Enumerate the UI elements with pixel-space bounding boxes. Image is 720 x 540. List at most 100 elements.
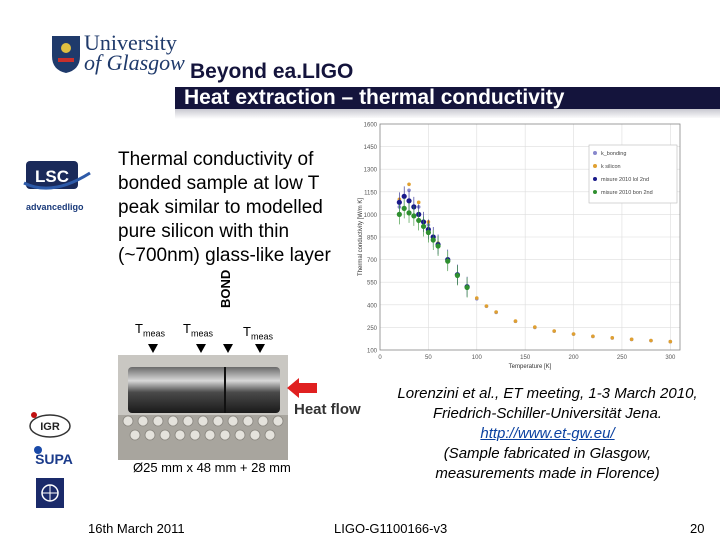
y-tick-label: 1150 [364, 190, 378, 196]
data-point [629, 337, 634, 342]
x-axis-label: Temperature [K] [509, 364, 552, 370]
x-tick-label: 200 [569, 355, 580, 361]
data-point [533, 325, 537, 329]
data-point [430, 237, 436, 243]
title-shadow [175, 109, 720, 119]
legend-box [588, 144, 678, 204]
legend-marker [593, 190, 597, 194]
footer-date: 16th March 2011 [88, 521, 185, 536]
legend-label: misure 2010 lol 2nd [601, 177, 649, 183]
reference-block: Lorenzini et al., ET meeting, 1-3 March … [385, 384, 710, 484]
heat-flow-label: Heat flow [294, 401, 361, 418]
thermal-conductivity-chart: 100 250 400 550 700 850 1000 1150 1300 1450 1600 0 5… [350, 118, 720, 370]
supa-logo: SUPA [34, 446, 73, 467]
description-text: Thermal conductivity of bonded sample at… [118, 148, 358, 268]
reference-line-2: Friedrich-Schiller-Universität Jena. [433, 405, 662, 422]
data-point [401, 205, 407, 211]
data-point [610, 335, 615, 340]
institute-emblem-icon [36, 478, 64, 508]
bond-label: BOND [218, 269, 233, 308]
data-point [445, 258, 451, 264]
sensor-marker-1 [148, 344, 158, 353]
reference-line-4: measurements made in Florence) [435, 465, 660, 482]
data-point [407, 188, 411, 193]
y-tick-label: 250 [367, 326, 378, 332]
data-point [474, 296, 479, 300]
description-line: bonded sample at low T [118, 173, 320, 194]
data-point [552, 329, 556, 333]
glasgow-crest-icon [52, 36, 80, 73]
data-point [454, 272, 461, 279]
y-tick-label: 850 [367, 236, 378, 242]
reference-line-3: (Sample fabricated in Glasgow, [443, 445, 652, 462]
lsc-logo: LSC [23, 161, 91, 190]
legend-label: misure 2010 bon 2nd [601, 190, 653, 196]
legend-marker [593, 164, 597, 168]
data-point [411, 213, 417, 219]
y-tick-label: 1600 [364, 123, 378, 129]
description-line: pure silicon with thin [118, 221, 290, 242]
svg-text:SUPA: SUPA [35, 451, 73, 467]
data-point [591, 334, 595, 339]
sensor-marker-bond [223, 344, 233, 353]
tmeas-label-2: Tmeas [183, 321, 213, 339]
data-point [406, 198, 412, 204]
y-tick-label: 1450 [364, 145, 378, 151]
chart-marks [396, 182, 673, 344]
data-point [571, 332, 576, 336]
data-point [416, 217, 422, 224]
sidebar: LSC advancedligo IGR SUPA [0, 0, 105, 540]
data-point [494, 310, 498, 314]
data-point [464, 284, 470, 291]
y-tick-label: 400 [367, 303, 378, 309]
legend-marker [593, 177, 597, 181]
x-tick-label: 50 [425, 355, 432, 361]
tmeas-label-3: Tmeas [243, 324, 273, 342]
sample-photo [118, 355, 288, 460]
sample-dimensions: Ø25 mm x 48 mm + 28 mm [133, 460, 291, 475]
reference-link[interactable]: http://www.et-gw.eu/ [480, 425, 615, 442]
data-point [401, 193, 407, 199]
page-number: 20 [690, 521, 705, 536]
footer-document-id: LIGO-G1100166-v3 [334, 521, 448, 536]
data-point [407, 182, 411, 187]
data-point [435, 243, 441, 249]
data-point [649, 338, 653, 343]
sensor-marker-2 [196, 344, 206, 353]
data-point [513, 319, 518, 323]
data-point [420, 223, 427, 230]
igr-logo: IGR [29, 412, 71, 438]
x-tick-label: 100 [472, 355, 483, 361]
sensor-marker-3 [255, 344, 265, 353]
legend-marker [593, 151, 597, 155]
data-point [425, 229, 431, 236]
y-tick-label: 1300 [364, 168, 378, 174]
data-point [668, 339, 673, 344]
reference-line-1: Lorenzini et al., ET meeting, 1-3 March … [397, 385, 698, 402]
description-line: Thermal conductivity of [118, 149, 314, 170]
logo-line-2: of Glasgow [84, 50, 185, 75]
y-tick-label: 550 [367, 281, 378, 287]
tmeas-label-1: Tmeas [135, 321, 165, 339]
description-line: (~700nm) glass-like layer [118, 245, 331, 266]
heat-flow-arrow-icon [287, 378, 317, 398]
data-point [406, 210, 412, 216]
university-logo-text: University of Glasgow [84, 30, 185, 75]
plot-frame [379, 123, 681, 351]
data-point [396, 211, 402, 217]
advanced-ligo-logo: advancedligo [26, 202, 84, 212]
slide-title-line-2: Heat extraction – thermal conductivity [184, 86, 565, 109]
data-point [484, 304, 489, 308]
y-tick-label: 100 [367, 349, 378, 355]
data-point [396, 199, 402, 205]
x-tick-label: 300 [665, 355, 676, 361]
logo-line-1: University [84, 30, 177, 55]
y-tick-label: 700 [367, 258, 378, 264]
svg-text:LSC: LSC [35, 167, 69, 186]
x-tick-label: 0 [378, 355, 382, 361]
svg-text:IGR: IGR [40, 421, 60, 433]
data-point [416, 200, 421, 205]
description-line: peak similar to modelled [118, 197, 323, 218]
y-axis-label: Thermal conductivity [W/m K] [358, 198, 364, 276]
chart-axes: 100 250 400 550 700 850 1000 1150 1300 1450 1600 0 5… [358, 123, 681, 370]
